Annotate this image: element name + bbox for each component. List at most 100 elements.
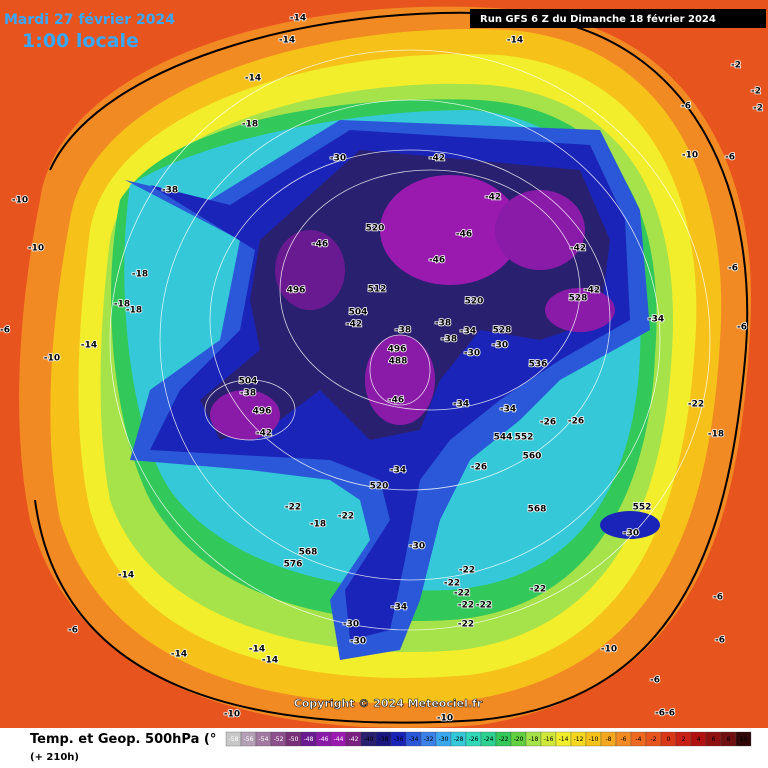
contour-label: 552 xyxy=(633,503,652,513)
contour-label: 544 xyxy=(494,433,513,443)
contour-label: 520 xyxy=(465,297,484,307)
contour-label: -10 xyxy=(44,354,60,364)
contour-label: -30 xyxy=(492,341,508,351)
legend-label: -8 xyxy=(606,736,612,743)
contour-label: 504 xyxy=(349,308,368,318)
contour-label: -38 xyxy=(435,319,451,329)
legend-label: 6 xyxy=(712,736,716,743)
contour-label: -46 xyxy=(429,256,445,266)
contour-label: -34 xyxy=(500,405,516,415)
legend-label: -58 xyxy=(229,736,239,743)
contour-label: -18 xyxy=(242,120,258,130)
date: Mardi 27 février 2024 xyxy=(4,12,175,28)
contour-label: -14 xyxy=(262,656,278,666)
contour-label: 576 xyxy=(284,560,303,570)
contour-label: -38 xyxy=(162,186,178,196)
contours xyxy=(109,49,711,631)
contour-label: -38 xyxy=(395,326,411,336)
legend-label: -26 xyxy=(469,736,479,743)
labels: -14-14 -14-14-18-30 -42-42-38520-46-46-46-… xyxy=(0,13,764,725)
legend-label: -56 xyxy=(244,736,254,743)
footer-title: Temp. et Geop. 500hPa (° xyxy=(30,732,216,747)
contour-label: 568 xyxy=(528,505,547,515)
contour-label: -2 xyxy=(753,104,763,114)
contour-label: -14 xyxy=(290,14,306,24)
contour-label: 552 xyxy=(515,433,534,443)
contour-label: -42 xyxy=(346,320,362,330)
contour-label: -22 xyxy=(476,601,492,611)
copyright: Copyright © 2024 Meteociel.fr xyxy=(294,697,483,710)
contour-label: 528 xyxy=(569,294,588,304)
contour-label: -38 xyxy=(240,389,256,399)
legend-label: -32 xyxy=(424,736,434,743)
contour-label: -34 xyxy=(648,315,664,325)
contour-label: 504 xyxy=(239,377,258,387)
contour-label: -30 xyxy=(330,154,346,164)
legend-label: -24 xyxy=(484,736,494,743)
contour-label: -6 xyxy=(68,626,78,636)
contour-label: -46 xyxy=(312,240,328,250)
contour-label: -26 xyxy=(540,418,556,428)
contour-label: -26 xyxy=(471,463,487,473)
legend-label: -42 xyxy=(349,736,359,743)
contour-label: -14 xyxy=(171,650,187,660)
contour-label: -26 xyxy=(568,417,584,427)
legend-label: -22 xyxy=(499,736,509,743)
legend-label: 4 xyxy=(697,736,701,743)
legend-label: -6 xyxy=(621,736,627,743)
contour-label: -6 xyxy=(725,153,735,163)
legend-label: -40 xyxy=(364,736,374,743)
legend-label: 8 xyxy=(727,736,731,743)
contour-label: -22 xyxy=(285,503,301,513)
contour-label: -14 xyxy=(245,74,261,84)
legend-label: -10 xyxy=(589,736,599,743)
contour-label: 512 xyxy=(368,285,387,295)
contour-label: 568 xyxy=(299,548,318,558)
contour-label: -14 xyxy=(279,36,295,46)
contour-label: -22 xyxy=(458,620,474,630)
contour-label: -42 xyxy=(570,244,586,254)
contour-label: -34 xyxy=(453,400,469,410)
core-purple xyxy=(210,390,280,440)
contour-label: -34 xyxy=(460,327,476,337)
legend-label: -38 xyxy=(379,736,389,743)
legend-label: 2 xyxy=(682,736,686,743)
contour-label: -6 xyxy=(0,326,10,336)
legend-label: -54 xyxy=(259,736,269,743)
core-purple xyxy=(380,175,520,285)
contour-label: -22 xyxy=(688,400,704,410)
contour-label: -6-6 xyxy=(655,709,675,719)
contour-label: -10 xyxy=(682,151,698,161)
legend-label: -4 xyxy=(636,736,642,743)
contour-label: -6 xyxy=(681,102,691,112)
contour-label: -30 xyxy=(350,637,366,647)
core-purple xyxy=(365,335,435,425)
contour-label: -34 xyxy=(390,466,406,476)
contour-label: 536 xyxy=(529,360,548,370)
contour-label: -6 xyxy=(737,323,747,333)
contour-label: -30 xyxy=(623,529,639,539)
contour-label: -6 xyxy=(650,676,660,686)
legend-label: -44 xyxy=(334,736,344,743)
legend-label: -36 xyxy=(394,736,404,743)
legend-label: -18 xyxy=(529,736,539,743)
legend-label: -2 xyxy=(651,736,657,743)
run: Run GFS 6 Z du Dimanche 18 février 2024 xyxy=(480,13,716,25)
legend-label: -12 xyxy=(574,736,584,743)
contour-label: -18 xyxy=(114,300,130,310)
contour-label: -10 xyxy=(437,714,453,724)
contour-label: 488 xyxy=(389,357,408,367)
legend-label: -34 xyxy=(409,736,419,743)
contour-label: -14 xyxy=(118,571,134,581)
low-blue xyxy=(600,511,660,539)
contour-label: -30 xyxy=(464,349,480,359)
contour-label: -10 xyxy=(12,196,28,206)
legend-label: -46 xyxy=(319,736,329,743)
contour-label: 520 xyxy=(370,482,389,492)
contour-label: -2 xyxy=(731,61,741,71)
contour-label: -10 xyxy=(224,710,240,720)
legend-label: -14 xyxy=(559,736,569,743)
run-box xyxy=(470,9,766,28)
legend-label: -16 xyxy=(544,736,554,743)
